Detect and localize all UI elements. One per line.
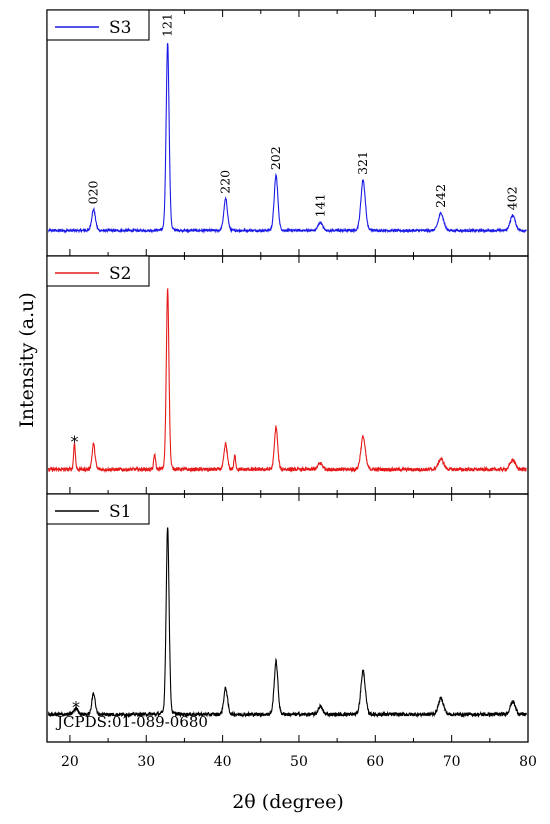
x-tick-label: 20 <box>61 754 79 770</box>
impurity-marker: * <box>72 698 80 717</box>
y-axis-title: Intensity (a.u) <box>16 292 38 428</box>
legend-s3: S3 <box>46 9 150 41</box>
x-tick-label: 40 <box>214 754 232 770</box>
panel-s2: * S2 <box>46 255 529 495</box>
panel-s3: 020 121 220 202 141 321 242 402 S3 <box>46 9 529 257</box>
panel-ticks <box>69 10 529 256</box>
legend-label: S3 <box>109 18 131 38</box>
legend-s1: S1 <box>46 493 150 525</box>
x-tick-label: 60 <box>366 754 384 770</box>
jcpds-reference-note: JCPDS:01-089-0680 <box>55 713 208 731</box>
chart-panels: 020 121 220 202 141 321 242 402 S3 * S2 * S1 <box>46 9 529 743</box>
panel-frame <box>46 9 529 257</box>
legend-label: S2 <box>109 264 131 284</box>
peak-label: 121 <box>160 13 175 37</box>
series-line-s1 <box>47 527 527 719</box>
x-tick-label: 70 <box>443 754 461 770</box>
peak-label: 202 <box>268 146 283 170</box>
peak-label: 220 <box>218 170 233 194</box>
peak-label: 242 <box>433 184 448 208</box>
x-tick-label: 80 <box>519 754 537 770</box>
legend-box <box>46 9 150 41</box>
legend-box <box>46 255 150 287</box>
peak-label: 321 <box>355 151 370 175</box>
x-tick-label: 30 <box>137 754 155 770</box>
x-tick-label: 50 <box>290 754 308 770</box>
peak-label: 402 <box>505 186 520 210</box>
peak-label: 020 <box>86 180 101 204</box>
panel-frame <box>46 493 529 743</box>
impurity-marker: * <box>70 432 78 451</box>
panel-frame <box>46 255 529 495</box>
x-axis-title: 2θ (degree) <box>232 791 344 813</box>
panel-ticks <box>69 494 529 742</box>
legend-label: S1 <box>109 502 131 522</box>
panel-ticks <box>69 256 529 494</box>
legend-box <box>46 493 150 525</box>
panel-s1: * S1 <box>46 493 529 743</box>
series-line-s2 <box>47 288 527 473</box>
x-axis: 20 30 40 50 60 70 80 <box>61 754 537 770</box>
peak-label: 141 <box>312 193 327 217</box>
legend-s2: S2 <box>46 255 150 287</box>
series-line-s3 <box>48 42 527 234</box>
